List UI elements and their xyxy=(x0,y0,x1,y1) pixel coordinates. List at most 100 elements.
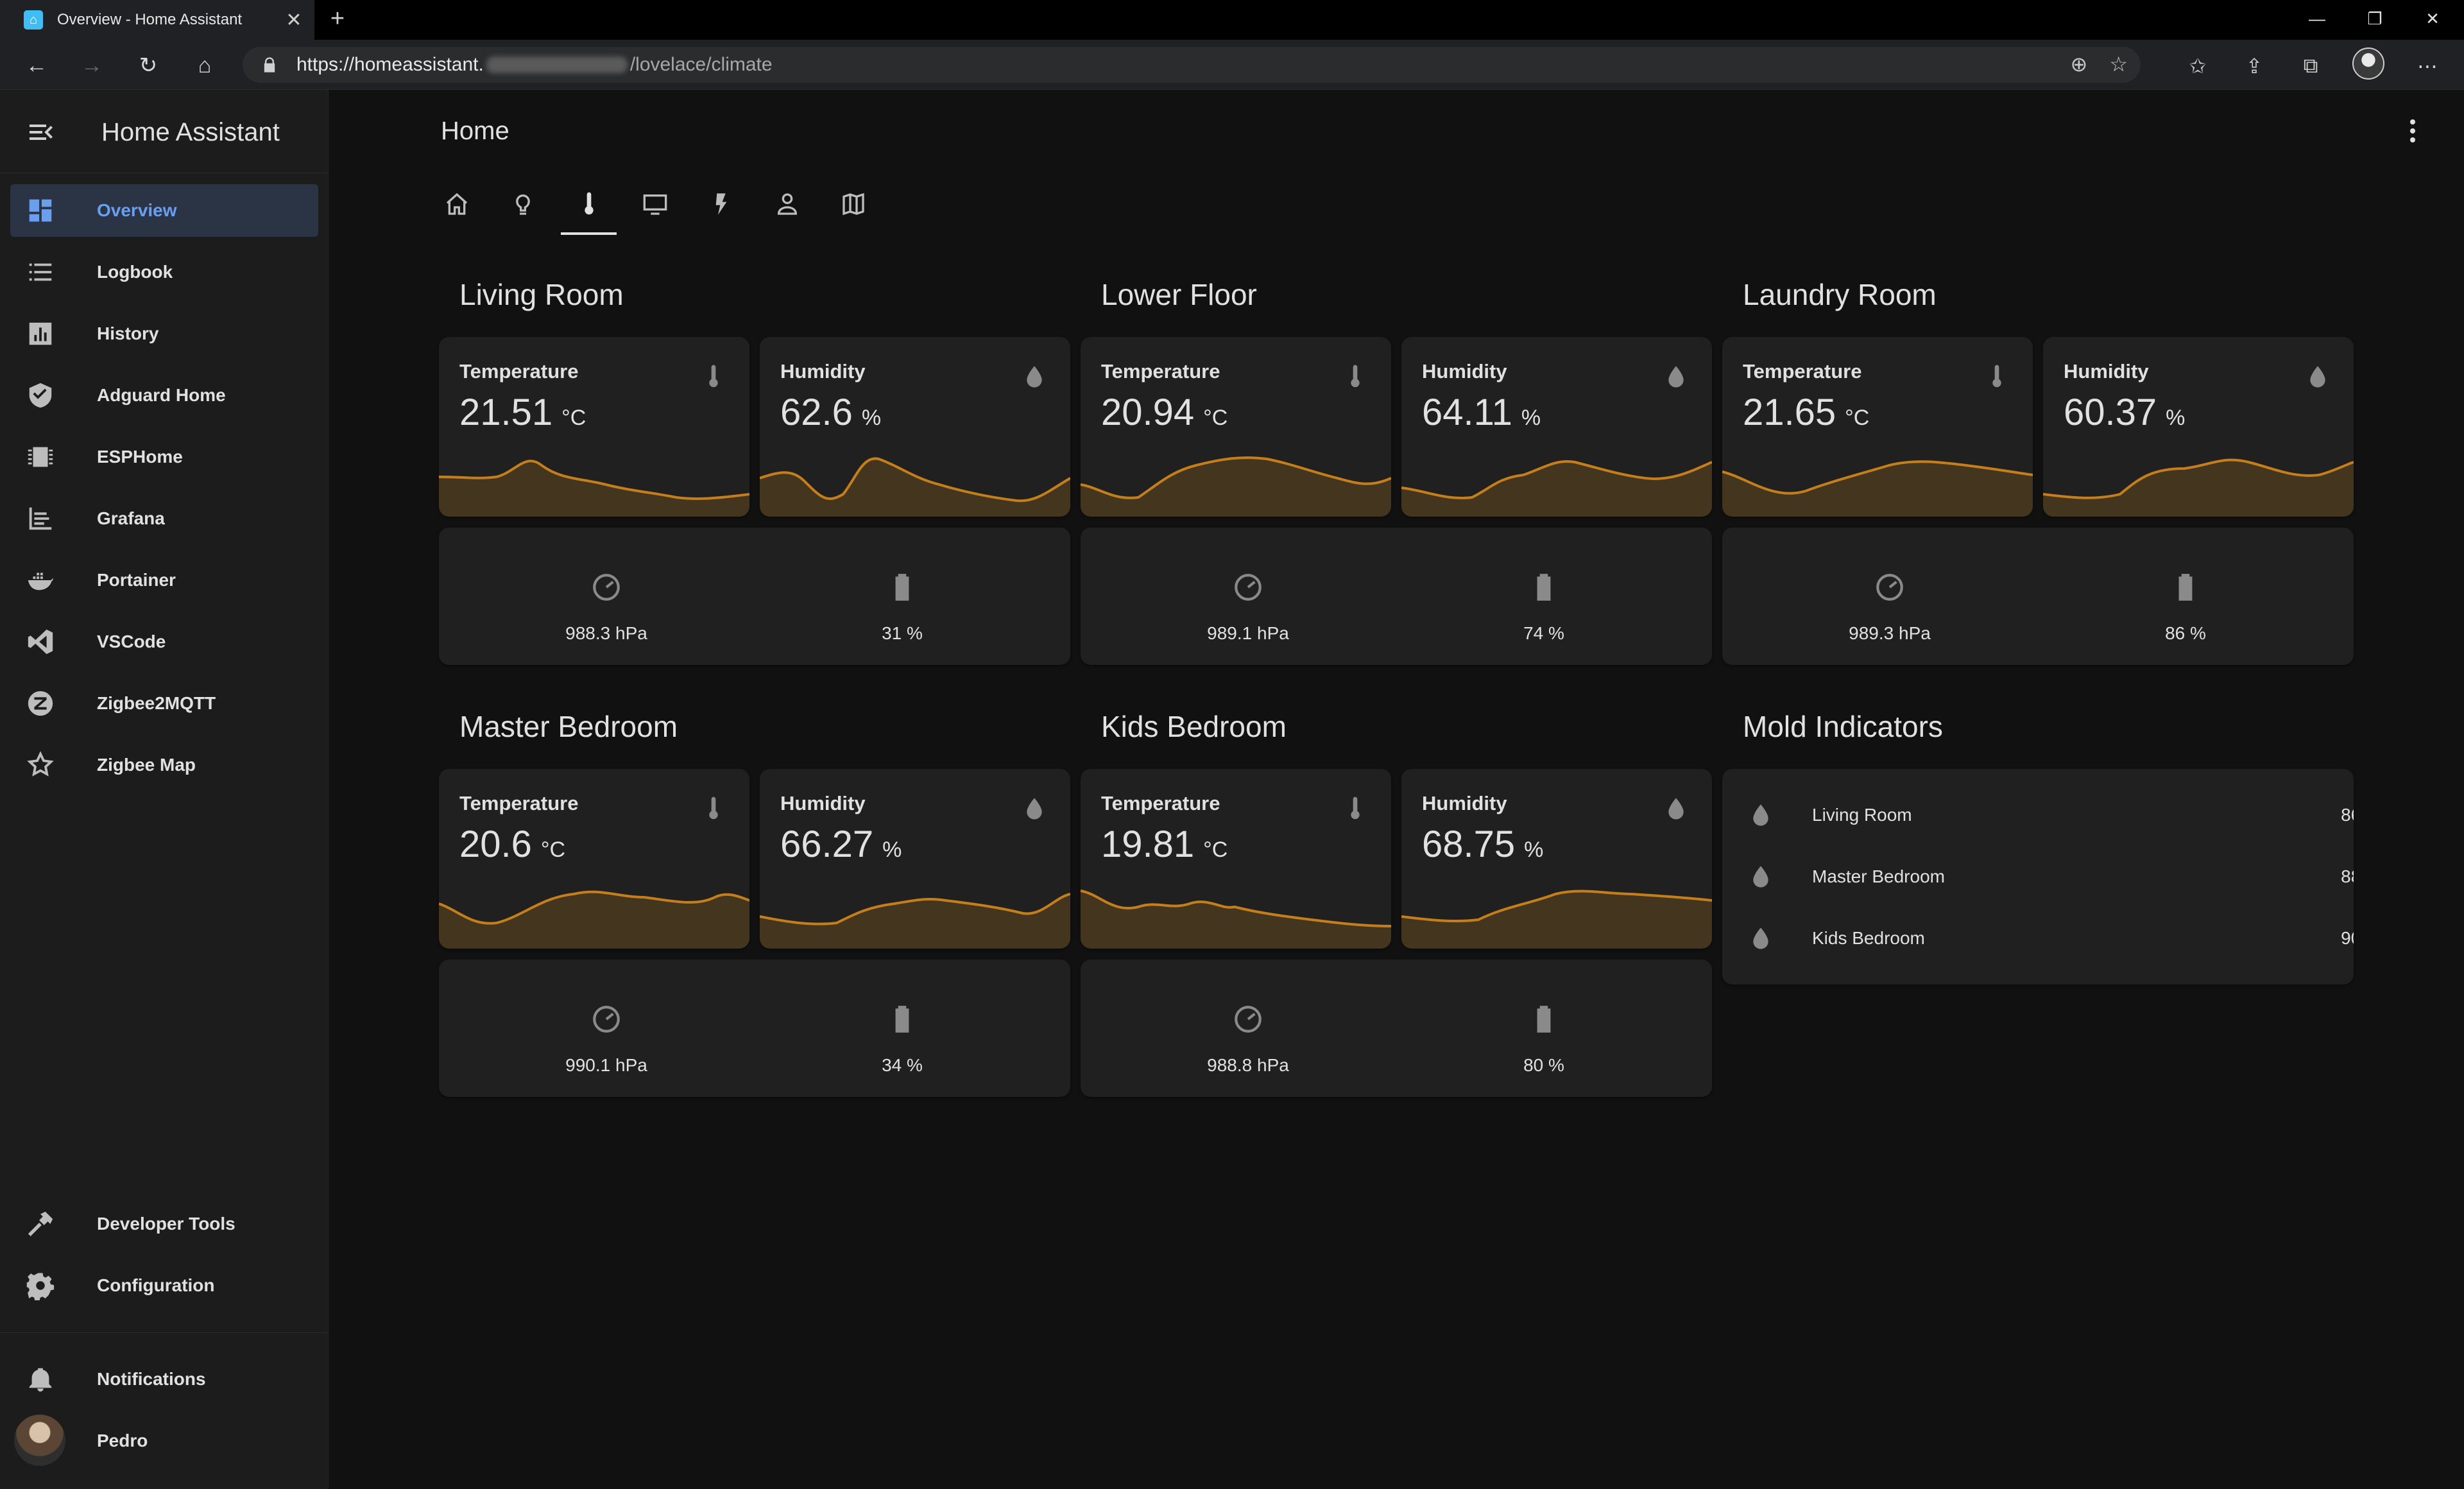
mold-row-kids-bedroom[interactable]: Kids Bedroom 90 % xyxy=(1748,919,2354,958)
sidebar-divider xyxy=(0,1332,329,1333)
browser-tab[interactable]: ⌂ Overview - Home Assistant ✕ xyxy=(0,0,314,40)
sensor-value: 60.37% xyxy=(2064,391,2185,434)
favorite-star-icon[interactable]: ☆ xyxy=(2109,53,2128,76)
lightning-icon xyxy=(715,193,726,215)
back-icon[interactable]: ← xyxy=(26,53,47,78)
forward-icon[interactable]: → xyxy=(81,53,103,78)
sidebar-item-zigbee-map[interactable]: Zigbee Map xyxy=(10,739,318,791)
sidebar-item-label: Grafana xyxy=(97,508,165,528)
sidebar-item-history[interactable]: History xyxy=(10,307,318,360)
pressure-item[interactable]: 988.8 hPa xyxy=(1152,1003,1344,1076)
mold-value: 86 % xyxy=(2341,805,2354,825)
overflow-menu-icon[interactable] xyxy=(2397,116,2428,146)
sidebar-item-portainer[interactable]: Portainer xyxy=(10,554,318,607)
battery-item[interactable]: 34 % xyxy=(806,1003,998,1076)
temperature-history-graph xyxy=(439,890,749,949)
sensor-name: Temperature xyxy=(1101,792,1220,814)
sidebar-item-zigbee2mqtt[interactable]: Zigbee2MQTT xyxy=(10,677,318,730)
section-title-living-room: Living Room xyxy=(459,278,624,311)
water-drop-icon xyxy=(1027,798,1042,820)
sidebar-item-grafana[interactable]: Grafana xyxy=(10,492,318,545)
battery-item[interactable]: 86 % xyxy=(2089,571,2282,644)
sidebar-item-user[interactable]: Pedro xyxy=(10,1415,318,1467)
temperature-history-graph xyxy=(439,460,749,517)
battery-icon xyxy=(1537,1006,1551,1033)
more-icon[interactable]: ⋯ xyxy=(2417,55,2438,78)
sidebar-item-overview[interactable]: Overview xyxy=(10,184,318,237)
temperature-card[interactable]: Temperature 19.81 °C xyxy=(1081,769,1391,949)
tab-home[interactable] xyxy=(424,173,490,235)
home-assistant-favicon-icon: ⌂ xyxy=(24,10,43,30)
map-icon xyxy=(842,193,864,216)
temperature-card[interactable]: Temperature 20.6 °C xyxy=(439,769,749,949)
glance-card: 989.3 hPa 86 % xyxy=(1722,528,2354,665)
mold-row-master-bedroom[interactable]: Master Bedroom 88 % xyxy=(1748,857,2354,896)
menu-collapse-icon[interactable] xyxy=(26,117,56,148)
battery-value: 74 % xyxy=(1523,623,1564,643)
tab-people[interactable] xyxy=(754,173,820,235)
sidebar-item-developer-tools[interactable]: Developer Tools xyxy=(10,1198,318,1250)
battery-item[interactable]: 74 % xyxy=(1448,571,1640,644)
humidity-card[interactable]: Humidity 64.11% xyxy=(1401,337,1712,517)
sidebar-item-adguard-home[interactable]: Adguard Home xyxy=(10,369,318,422)
view-tabs xyxy=(424,173,886,235)
thermometer-icon xyxy=(1351,796,1360,820)
tab-lights[interactable] xyxy=(490,173,556,235)
url-path: /lovelace/climate xyxy=(629,54,773,75)
close-window-icon[interactable]: ✕ xyxy=(2426,8,2440,28)
new-tab-icon[interactable]: + xyxy=(330,5,345,32)
battery-icon xyxy=(895,574,909,601)
sensor-number: 68.75 xyxy=(1422,823,1516,865)
temperature-card[interactable]: Temperature 21.65 °C xyxy=(1722,337,2033,517)
minimize-icon[interactable]: — xyxy=(2309,8,2325,28)
add-page-icon[interactable]: ⊕ xyxy=(2070,53,2088,76)
sensor-value: 64.11% xyxy=(1422,391,1541,434)
tab-map[interactable] xyxy=(820,173,886,235)
pressure-item[interactable]: 988.3 hPa xyxy=(510,571,703,644)
sidebar-item-logbook[interactable]: Logbook xyxy=(10,246,318,298)
collections-icon[interactable]: ⧉ xyxy=(2303,54,2318,77)
tab-energy[interactable] xyxy=(688,173,754,235)
water-percent-icon xyxy=(1753,804,1768,826)
sensor-name: Temperature xyxy=(459,360,579,383)
vscode-icon xyxy=(28,629,53,655)
zigbee-icon xyxy=(28,691,53,716)
refresh-icon[interactable]: ↻ xyxy=(139,53,158,78)
sidebar-item-configuration[interactable]: Configuration xyxy=(10,1259,318,1312)
humidity-card[interactable]: Humidity 60.37% xyxy=(2043,337,2354,517)
glance-card: 988.3 hPa 31 % xyxy=(439,528,1070,665)
tab-media[interactable] xyxy=(622,173,688,235)
temperature-card[interactable]: Temperature 21.51 °C xyxy=(439,337,749,517)
battery-item[interactable]: 31 % xyxy=(806,571,998,644)
mold-name: Master Bedroom xyxy=(1812,866,1945,886)
temperature-card[interactable]: Temperature 20.94 °C xyxy=(1081,337,1391,517)
browser-tabbar: ⌂ Overview - Home Assistant ✕ + — ❐ ✕ xyxy=(0,0,2464,40)
humidity-card[interactable]: Humidity 68.75% xyxy=(1401,769,1712,949)
humidity-card[interactable]: Humidity 62.6% xyxy=(760,337,1070,517)
mold-row-living-room[interactable]: Living Room 86 % xyxy=(1748,796,2354,834)
humidity-card[interactable]: Humidity 66.27% xyxy=(760,769,1070,949)
restore-icon[interactable]: ❐ xyxy=(2367,8,2383,28)
tab-climate[interactable] xyxy=(556,173,622,235)
pressure-item[interactable]: 989.3 hPa xyxy=(1793,571,1986,644)
favorites-icon[interactable]: ✩ xyxy=(2189,55,2207,78)
sidebar-item-vscode[interactable]: VSCode xyxy=(10,615,318,668)
sidebar-item-esphome[interactable]: ESPHome xyxy=(10,431,318,483)
sensor-unit: % xyxy=(2166,406,2186,430)
sidebar-item-label: Zigbee2MQTT xyxy=(97,693,216,713)
pressure-item[interactable]: 989.1 hPa xyxy=(1152,571,1344,644)
avatar[interactable] xyxy=(14,1415,65,1466)
water-drop-icon xyxy=(1668,366,1684,388)
pressure-item[interactable]: 990.1 hPa xyxy=(510,1003,703,1076)
battery-icon xyxy=(2178,574,2193,601)
browser-home-icon[interactable]: ⌂ xyxy=(198,53,212,78)
browser-profile-avatar[interactable] xyxy=(2352,47,2384,80)
battery-item[interactable]: 80 % xyxy=(1448,1003,1640,1076)
thermometer-icon xyxy=(709,365,718,388)
pressure-value: 990.1 hPa xyxy=(565,1055,647,1075)
tab-close-icon[interactable]: ✕ xyxy=(286,9,302,31)
sidebar-item-notifications[interactable]: Notifications xyxy=(10,1353,318,1406)
share-icon[interactable]: ⇪ xyxy=(2245,55,2263,78)
address-bar[interactable]: https://homeassistant. /lovelace/climate… xyxy=(243,47,2141,83)
url-prefix: https://homeassistant. xyxy=(296,54,484,75)
